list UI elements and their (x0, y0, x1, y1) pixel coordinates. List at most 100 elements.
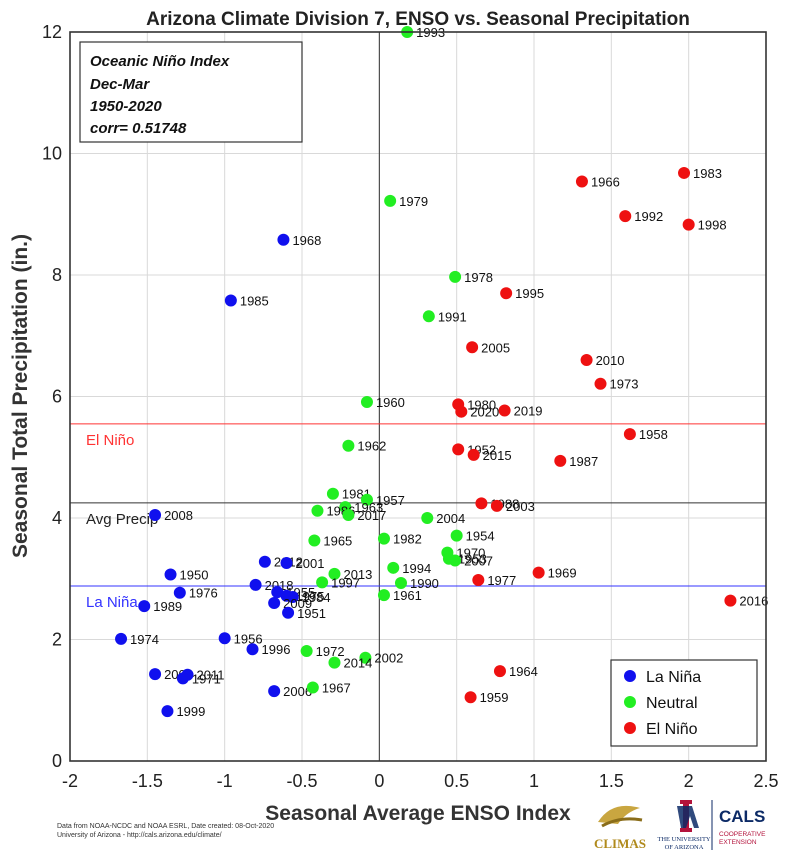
data-point (384, 194, 397, 207)
data-point-label: 2005 (481, 340, 510, 355)
y-tick-label: 4 (52, 508, 62, 528)
data-point (300, 645, 313, 658)
x-tick-label: -1 (217, 771, 233, 791)
data-point (218, 632, 231, 645)
data-point-label: 2011 (197, 668, 225, 683)
data-point (467, 448, 480, 461)
data-point (308, 534, 321, 547)
data-point-label: 1999 (176, 704, 205, 719)
annotation-line-4: corr= 0.51748 (90, 120, 187, 137)
data-point (277, 233, 290, 246)
x-tick-label: 0 (374, 771, 384, 791)
data-point (268, 685, 281, 698)
data-point-label: 1976 (189, 586, 218, 601)
data-point (326, 487, 339, 500)
legend-marker-la-nina (624, 670, 636, 682)
data-point (360, 395, 373, 408)
data-point-label: 2016 (739, 594, 768, 609)
cals-logo-text: CALS (719, 807, 765, 826)
data-point-label: 1994 (402, 561, 431, 576)
annotation-line-3: 1950-2020 (90, 98, 162, 115)
data-point (173, 586, 186, 599)
data-point (149, 508, 162, 521)
data-point (452, 443, 465, 456)
data-point-label: 1956 (234, 631, 263, 646)
data-points: 1968198520082012200119502018197619551975… (115, 25, 768, 719)
data-point-label: 2001 (296, 556, 325, 571)
x-tick-label: -0.5 (286, 771, 317, 791)
y-tick-label: 2 (52, 630, 62, 650)
x-tick-label: 2.5 (753, 771, 778, 791)
data-point-label: 1984 (302, 590, 331, 605)
y-tick-label: 12 (42, 22, 62, 42)
data-point (249, 578, 262, 591)
data-point (161, 705, 174, 718)
data-point-label: 1983 (693, 166, 722, 181)
climas-logo: CLIMAS (594, 805, 646, 851)
reference-line-label: La Niña (86, 594, 138, 611)
data-point-label: 2015 (483, 448, 512, 463)
data-point (554, 454, 567, 467)
data-point (500, 287, 513, 300)
data-point (280, 556, 293, 569)
legend-marker-neutral (624, 696, 636, 708)
data-point (449, 270, 462, 283)
reference-line-label: El Niño (86, 432, 134, 449)
data-point (246, 643, 259, 656)
ua-logo-line-1: THE UNIVERSITY (657, 836, 711, 843)
data-point-label: 1991 (438, 309, 467, 324)
data-point (115, 632, 128, 645)
data-point (224, 294, 237, 307)
data-point-label: 1996 (262, 642, 291, 657)
cals-logo-sub-2: EXTENSION (719, 839, 757, 846)
data-point (623, 428, 636, 441)
plot-frame (69, 31, 767, 762)
reference-line-label: Avg Precip (86, 511, 158, 528)
y-tick-label: 0 (52, 751, 62, 771)
data-point (421, 512, 434, 524)
data-point-label: 1972 (316, 644, 345, 659)
data-point (498, 404, 511, 417)
chart-title: Arizona Climate Division 7, ENSO vs. Sea… (146, 9, 690, 30)
data-point (422, 310, 435, 323)
data-point (268, 597, 281, 610)
y-tick-label: 10 (42, 144, 62, 164)
y-tick-label: 8 (52, 265, 62, 285)
data-point (394, 577, 407, 590)
data-point-label: 2017 (357, 508, 386, 523)
data-point-label: 1990 (410, 576, 439, 591)
ua-logo-line-2: OF ARIZONA (665, 844, 704, 851)
data-point-label: 1958 (639, 427, 668, 442)
data-point (377, 532, 390, 545)
legend-label-la-nina: La Niña (646, 669, 701, 686)
tick-labels: -2 -1.5 -1 -0.5 0 0.5 1 1.5 2 2.5 0 2 4 6 8 10 12 (42, 22, 779, 791)
data-point (532, 566, 545, 579)
data-point-label: 1985 (240, 294, 269, 309)
data-point-label: 1973 (610, 377, 639, 392)
data-point-label: 1953 (458, 552, 487, 567)
data-point-label: 2018 (265, 578, 294, 593)
data-point (724, 594, 737, 607)
cals-logo: CALS COOPERATIVE EXTENSION (711, 800, 766, 850)
x-tick-label: 2 (684, 771, 694, 791)
data-point (575, 175, 588, 188)
data-point-label: 1957 (376, 493, 405, 508)
footer-line-2: University of Arizona - http://cals.ariz… (57, 832, 222, 839)
data-point (619, 210, 632, 223)
x-tick-label: 1 (529, 771, 539, 791)
data-point-label: 1995 (515, 286, 544, 301)
legend: La Niña Neutral El Niño (610, 659, 758, 747)
data-point-label: 2020 (470, 405, 499, 420)
data-point (472, 573, 485, 586)
data-point (328, 567, 341, 580)
data-point (682, 218, 695, 231)
data-point-label: 1980 (467, 397, 496, 412)
data-point (176, 672, 189, 685)
cals-logo-sub-1: COOPERATIVE (719, 831, 766, 838)
data-point-label: 1962 (357, 439, 386, 454)
data-point (493, 665, 506, 678)
data-point-label: 2014 (343, 656, 372, 671)
data-point-label: 1971 (192, 671, 221, 686)
x-tick-label: -2 (62, 771, 78, 791)
